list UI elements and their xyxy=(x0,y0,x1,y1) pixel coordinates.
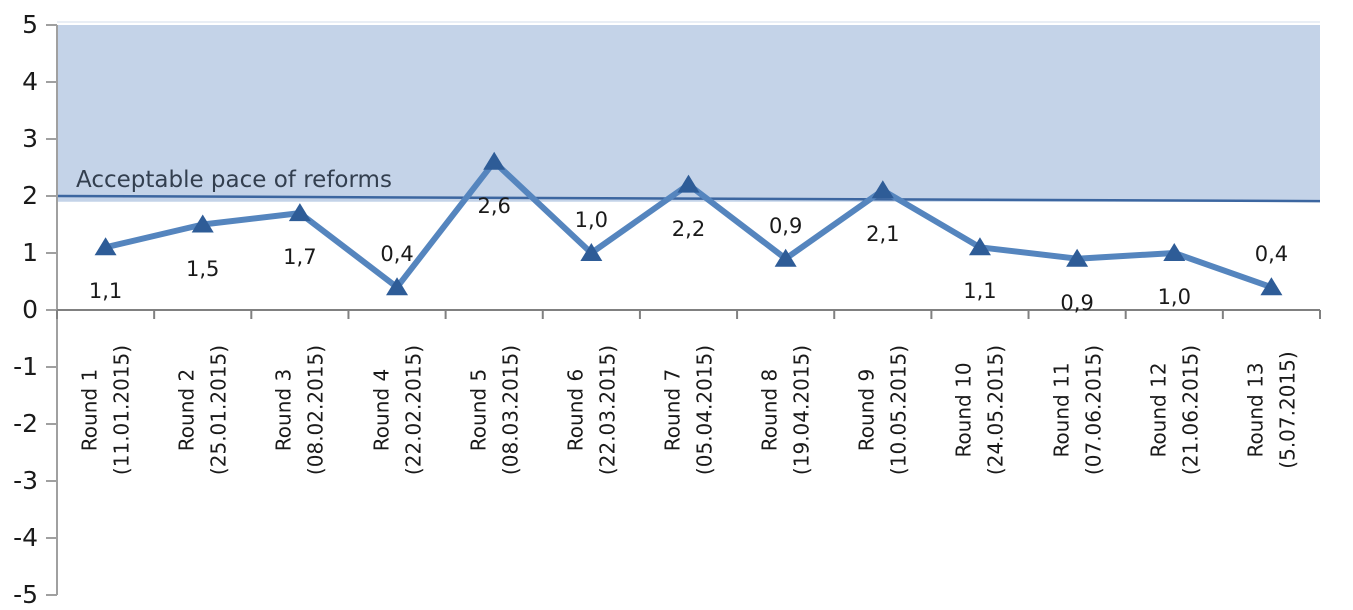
data-value-label: 1,1 xyxy=(963,279,997,304)
x-category-label: Round 2 (25.01.2015) xyxy=(171,322,235,497)
data-value-label: 0,4 xyxy=(1254,242,1289,267)
x-category-date: (24.05.2015) xyxy=(983,344,1008,475)
y-tick-label: 0 xyxy=(22,295,38,324)
x-category-label: Round 5 (08.03.2015) xyxy=(462,322,526,497)
data-point-marker xyxy=(483,151,506,170)
y-tick-label: 4 xyxy=(22,67,38,96)
acceptable-pace-line xyxy=(56,194,1321,203)
x-category-date: (22.03.2015) xyxy=(595,344,620,475)
y-tick-label: -4 xyxy=(13,523,38,552)
data-point-marker xyxy=(1066,248,1089,267)
x-category-label: Round 3 (08.02.2015) xyxy=(268,322,332,497)
data-point-marker xyxy=(1163,243,1186,261)
data-point-marker xyxy=(871,180,894,199)
x-category-round: Round 8 xyxy=(757,368,782,451)
x-category-round: Round 11 xyxy=(1049,361,1074,458)
x-category-label: Round 9 (10.05.2015) xyxy=(851,322,915,497)
data-value-label: 2,1 xyxy=(866,222,900,247)
x-category-label: Round 12 (21.06.2015) xyxy=(1142,322,1206,497)
x-category-round: Round 4 xyxy=(369,368,394,451)
x-category-date: (5.07.2015) xyxy=(1275,350,1300,469)
y-tick-label: -5 xyxy=(13,580,38,609)
x-category-round: Round 12 xyxy=(1146,361,1171,458)
x-category-round: Round 3 xyxy=(271,368,296,451)
data-point-marker xyxy=(580,243,603,261)
data-value-label: 2,2 xyxy=(671,216,706,241)
data-point-marker xyxy=(386,277,409,296)
data-point-marker xyxy=(774,248,797,267)
data-value-label: 0,9 xyxy=(768,213,803,238)
y-tick-label: -2 xyxy=(13,409,38,438)
data-point-marker xyxy=(968,237,991,256)
y-tick-label: 3 xyxy=(22,124,38,153)
data-value-label: 0,9 xyxy=(1060,290,1094,315)
x-category-label: Round 13 (5.07.2015) xyxy=(1239,322,1303,497)
data-value-label: 2,6 xyxy=(477,193,511,218)
y-tick-label: -3 xyxy=(13,466,38,495)
data-value-label: 1,0 xyxy=(574,208,609,232)
data-point-marker xyxy=(191,214,214,233)
x-category-date: (19.04.2015) xyxy=(789,344,814,475)
x-category-date: (08.02.2015) xyxy=(303,344,328,475)
x-category-date: (08.03.2015) xyxy=(498,344,523,475)
x-category-round: Round 2 xyxy=(174,368,199,451)
data-value-label: 1,7 xyxy=(283,245,317,270)
data-point-marker xyxy=(94,237,117,256)
x-category-label: Round 1 (11.01.2015) xyxy=(74,322,138,497)
data-value-label: 1,1 xyxy=(88,279,123,304)
data-value-label: 1,5 xyxy=(186,256,220,281)
x-category-round: Round 7 xyxy=(660,368,685,451)
x-category-date: (05.04.2015) xyxy=(692,344,717,475)
x-category-round: Round 5 xyxy=(466,368,491,451)
x-category-date: (21.06.2015) xyxy=(1178,344,1203,475)
x-category-round: Round 10 xyxy=(951,361,976,458)
x-category-date: (07.06.2015) xyxy=(1081,344,1106,475)
y-tick-label: 2 xyxy=(22,181,38,210)
x-category-label: Round 6 (22.03.2015) xyxy=(559,322,623,497)
x-category-date: (11.01.2015) xyxy=(109,344,134,475)
acceptable-band-label: Acceptable pace of reforms xyxy=(76,167,392,193)
data-value-label: 1,0 xyxy=(1157,285,1191,309)
y-tick-label: 5 xyxy=(22,10,38,39)
data-point-marker xyxy=(288,203,311,222)
acceptable-band xyxy=(57,25,1320,202)
x-category-round: Round 1 xyxy=(77,368,102,451)
data-point-marker xyxy=(677,174,700,193)
x-category-label: Round 7 (05.04.2015) xyxy=(657,322,721,497)
x-category-date: (10.05.2015) xyxy=(886,344,911,475)
x-category-date: (25.01.2015) xyxy=(206,344,231,475)
data-point-marker xyxy=(1260,277,1283,296)
y-tick-label: 1 xyxy=(22,238,38,267)
x-category-label: Round 10 (24.05.2015) xyxy=(948,322,1012,497)
x-category-label: Round 8 (19.04.2015) xyxy=(754,322,818,497)
data-value-label: 0,4 xyxy=(380,242,414,267)
x-category-label: Round 4 (22.02.2015) xyxy=(365,322,429,497)
y-tick-label: -1 xyxy=(13,352,38,381)
x-category-date: (22.02.2015) xyxy=(401,344,426,475)
x-category-round: Round 9 xyxy=(854,368,879,451)
x-category-round: Round 6 xyxy=(563,368,588,451)
x-category-label: Round 11 (07.06.2015) xyxy=(1045,322,1109,497)
x-category-round: Round 13 xyxy=(1243,361,1268,458)
